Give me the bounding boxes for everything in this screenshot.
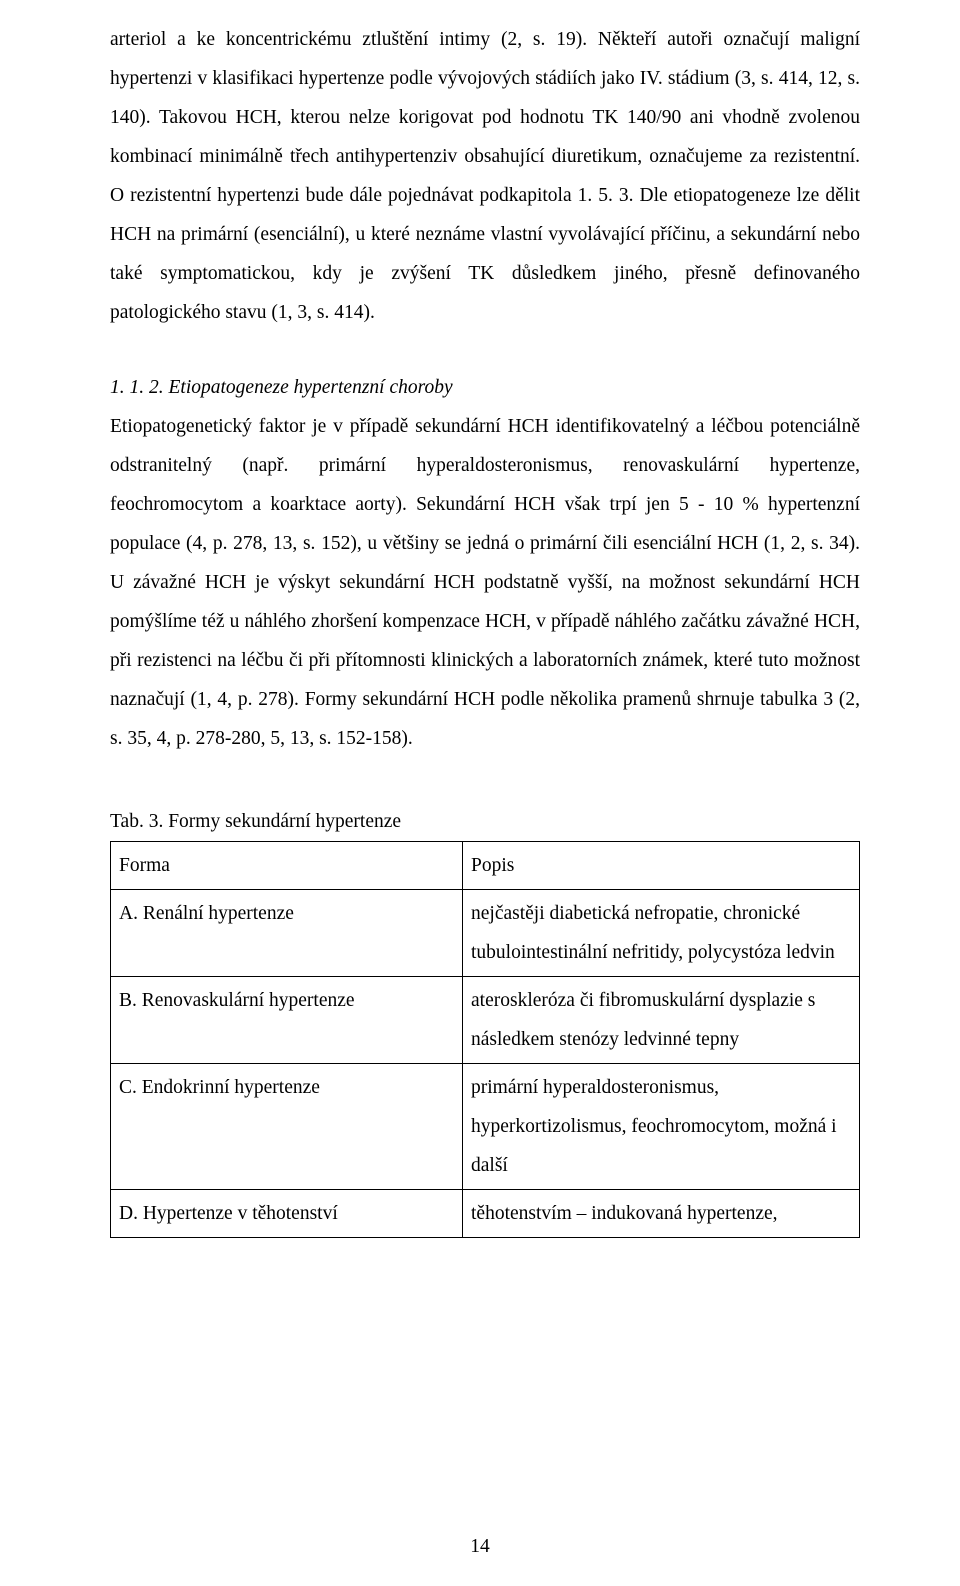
cell-forma: D. Hypertenze v těhotenství <box>111 1190 463 1238</box>
paragraph-1: arteriol a ke koncentrickému ztluštění i… <box>110 20 860 332</box>
cell-popis: ateroskleróza či fibromuskulární dysplaz… <box>463 977 860 1064</box>
cell-popis: nejčastěji diabetická nefropatie, chroni… <box>463 890 860 977</box>
cell-forma: C. Endokrinní hypertenze <box>111 1064 463 1190</box>
col-header-forma: Forma <box>111 842 463 890</box>
table-caption: Tab. 3. Formy sekundární hypertenze <box>110 802 860 841</box>
page-number: 14 <box>0 1536 960 1558</box>
cell-forma: A. Renální hypertenze <box>111 890 463 977</box>
cell-popis: primární hyperaldosteronismus, hyperkort… <box>463 1064 860 1190</box>
table-row: D. Hypertenze v těhotenství těhotenstvím… <box>111 1190 860 1238</box>
body-text-block: arteriol a ke koncentrickému ztluštění i… <box>110 20 860 1238</box>
table-row: A. Renální hypertenze nejčastěji diabeti… <box>111 890 860 977</box>
table-header-row: Forma Popis <box>111 842 860 890</box>
paragraph-gap-2 <box>110 758 860 794</box>
paragraph-2: Etiopatogenetický faktor je v případě se… <box>110 407 860 758</box>
paragraph-gap <box>110 332 860 368</box>
secondary-hypertension-table: Forma Popis A. Renální hypertenze nejčas… <box>110 841 860 1238</box>
cell-popis: těhotenstvím – indukovaná hypertenze, <box>463 1190 860 1238</box>
cell-forma: B. Renovaskulární hypertenze <box>111 977 463 1064</box>
section-heading: 1. 1. 2. Etiopatogeneze hypertenzní chor… <box>110 368 860 407</box>
col-header-popis: Popis <box>463 842 860 890</box>
table-row: C. Endokrinní hypertenze primární hypera… <box>111 1064 860 1190</box>
document-page: arteriol a ke koncentrickému ztluštění i… <box>0 0 960 1586</box>
table-row: B. Renovaskulární hypertenze ateroskleró… <box>111 977 860 1064</box>
